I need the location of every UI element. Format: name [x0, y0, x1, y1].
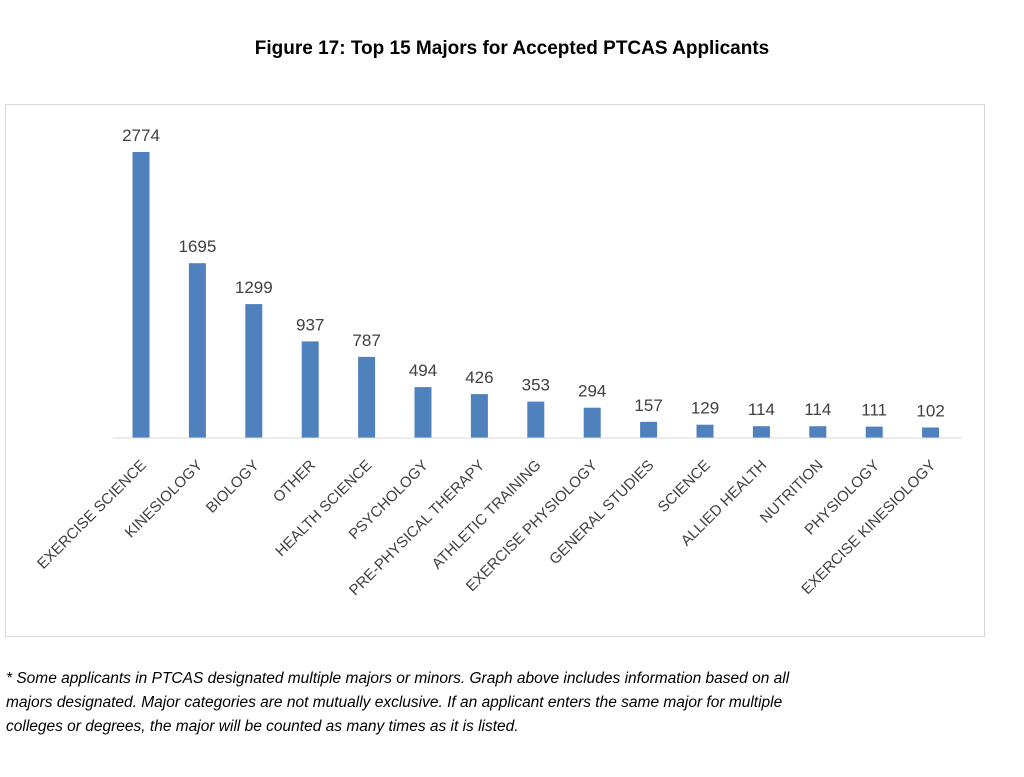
value-label-psychology: 494 — [409, 361, 437, 380]
value-label-general-studies: 157 — [634, 396, 662, 415]
bar-athletic-training — [527, 401, 545, 438]
bar-biology — [245, 304, 263, 438]
value-label-exercise-physiology: 294 — [578, 382, 606, 401]
category-label-athletic-training: ATHLETIC TRAINING — [429, 457, 545, 573]
footnote-line-1: * Some applicants in PTCAS designated mu… — [6, 670, 790, 687]
bar-allied-health — [752, 426, 770, 438]
bar-kinesiology — [188, 263, 206, 438]
value-label-biology: 1299 — [235, 278, 273, 297]
bar-other — [301, 341, 319, 438]
value-label-athletic-training: 353 — [522, 376, 550, 395]
bar-pre-physical-therapy — [470, 394, 488, 438]
value-label-kinesiology: 1695 — [178, 237, 216, 256]
bar-nutrition — [809, 426, 827, 438]
value-label-other: 937 — [296, 315, 324, 334]
category-label-health-science: HEALTH SCIENCE — [272, 457, 375, 560]
category-label-other: OTHER — [270, 457, 319, 506]
chart-area — [5, 104, 985, 637]
footnote: * Some applicants in PTCAS designated mu… — [6, 667, 1006, 739]
bar-exercise-kinesiology — [922, 427, 940, 438]
value-label-exercise-science: 2774 — [122, 126, 160, 145]
bar-physiology — [865, 426, 883, 438]
value-label-exercise-kinesiology: 102 — [916, 402, 944, 421]
footnote-line-3: colleges or degrees, the major will be c… — [6, 718, 519, 735]
value-label-physiology: 111 — [861, 401, 887, 420]
category-label-general-studies: GENERAL STUDIES — [546, 457, 657, 568]
value-label-health-science: 787 — [352, 331, 380, 350]
bar-psychology — [414, 387, 432, 438]
bar-general-studies — [640, 421, 658, 438]
value-label-science: 129 — [691, 399, 719, 418]
bar-health-science — [358, 356, 376, 438]
value-labels-group: 2774 1695 1299 937 787 494 426 353 294 157 129 114 1… — [122, 126, 945, 421]
bar-exercise-science — [132, 152, 150, 438]
value-label-pre-physical-therapy: 426 — [465, 368, 493, 387]
bar-science — [696, 424, 714, 438]
category-label-exercise-science: EXERCISE SCIENCE — [34, 457, 150, 573]
bar-exercise-physiology — [583, 407, 601, 438]
bars-group — [132, 152, 940, 438]
category-label-biology: BIOLOGY — [203, 457, 263, 517]
category-label-science: SCIENCE — [655, 457, 714, 516]
chart-title: Figure 17: Top 15 Majors for Accepted PT… — [254, 38, 770, 59]
value-label-nutrition: 114 — [804, 400, 831, 419]
value-label-allied-health: 114 — [748, 400, 775, 419]
footnote-line-2: majors designated. Major categories are … — [6, 694, 783, 711]
